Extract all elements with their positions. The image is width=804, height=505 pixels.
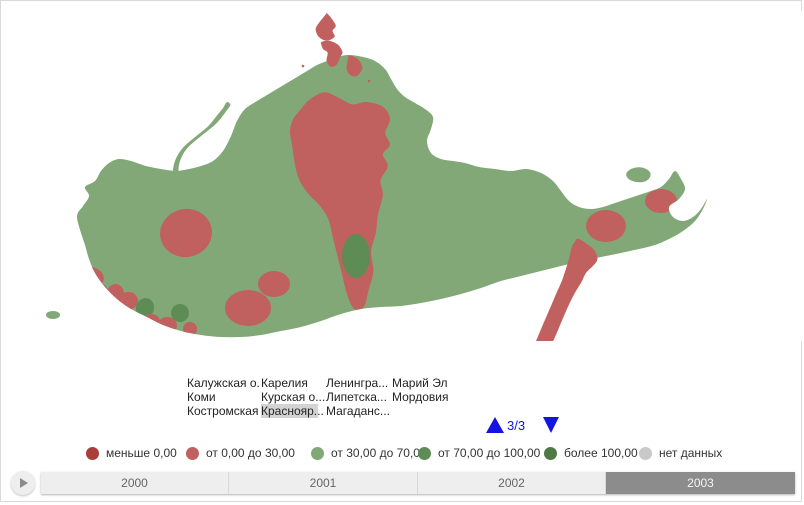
svg-text:3/3: 3/3 [507,418,525,433]
